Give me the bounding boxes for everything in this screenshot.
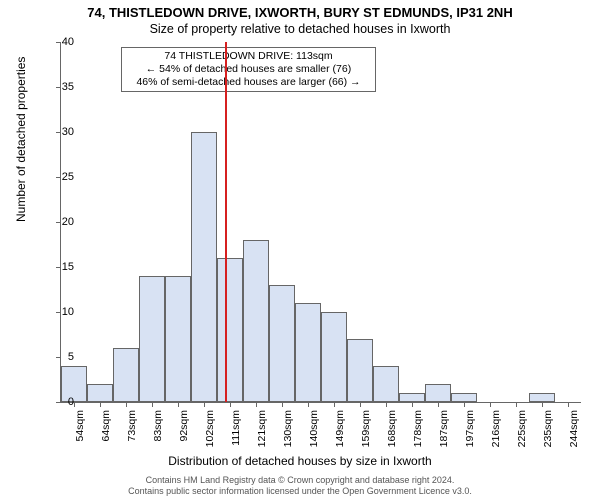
x-tick [568,402,569,407]
chart-footer: Contains HM Land Registry data © Crown c… [0,475,600,497]
histogram-bar [399,393,425,402]
histogram-bar [373,366,399,402]
x-tick [464,402,465,407]
histogram-bar [87,384,113,402]
x-tick [438,402,439,407]
x-tick-label: 102sqm [204,410,216,450]
x-tick [126,402,127,407]
y-tick-label: 40 [62,36,74,48]
y-tick-label: 35 [62,81,74,93]
x-tick [230,402,231,407]
histogram-bar [347,339,373,402]
chart-title-line1: 74, THISTLEDOWN DRIVE, IXWORTH, BURY ST … [0,5,600,20]
y-tick [56,177,61,178]
x-tick-label: 187sqm [438,410,450,450]
reference-line [225,42,227,402]
y-tick [56,402,61,403]
x-tick-label: 54sqm [74,410,86,450]
x-tick [256,402,257,407]
footer-line2: Contains public sector information licen… [0,486,600,497]
x-tick-label: 197sqm [464,410,476,450]
x-tick-label: 73sqm [126,410,138,450]
x-tick [542,402,543,407]
x-tick-label: 235sqm [542,410,554,450]
x-tick-label: 92sqm [178,410,190,450]
y-axis-label: Number of detached properties [14,57,28,222]
chart-container: 74, THISTLEDOWN DRIVE, IXWORTH, BURY ST … [0,0,600,500]
footer-line1: Contains HM Land Registry data © Crown c… [0,475,600,486]
y-tick-label: 20 [62,216,74,228]
annotation-line2: ← 54% of detached houses are smaller (76… [128,63,369,76]
x-tick-label: 83sqm [152,410,164,450]
y-tick-label: 30 [62,126,74,138]
histogram-bar [191,132,217,402]
x-tick [152,402,153,407]
chart-title-line2: Size of property relative to detached ho… [0,22,600,36]
x-tick-label: 64sqm [100,410,112,450]
x-tick-label: 168sqm [386,410,398,450]
y-tick [56,132,61,133]
histogram-bar [113,348,139,402]
x-tick [100,402,101,407]
histogram-bar [269,285,295,402]
y-tick [56,312,61,313]
x-tick [386,402,387,407]
x-tick-label: 178sqm [412,410,424,450]
x-tick-label: 111sqm [230,410,242,450]
x-tick-label: 130sqm [282,410,294,450]
annotation-line1: 74 THISTLEDOWN DRIVE: 113sqm [128,50,369,63]
x-tick-label: 121sqm [256,410,268,450]
x-tick [178,402,179,407]
x-tick [412,402,413,407]
x-tick-label: 149sqm [334,410,346,450]
histogram-bar [529,393,555,402]
histogram-bar [425,384,451,402]
histogram-bar [243,240,269,402]
y-tick [56,267,61,268]
x-tick [334,402,335,407]
y-tick-label: 5 [68,351,74,363]
x-tick [308,402,309,407]
y-tick-label: 15 [62,261,74,273]
y-tick [56,357,61,358]
y-tick [56,87,61,88]
x-tick-label: 244sqm [568,410,580,450]
x-tick-label: 159sqm [360,410,372,450]
histogram-bar [165,276,191,402]
y-tick [56,42,61,43]
y-tick-label: 25 [62,171,74,183]
y-tick [56,222,61,223]
histogram-bar [451,393,477,402]
x-tick [516,402,517,407]
y-tick-label: 0 [68,396,74,408]
x-tick [490,402,491,407]
histogram-bar [295,303,321,402]
x-tick-label: 216sqm [490,410,502,450]
histogram-bar [61,366,87,402]
plot-area: 74 THISTLEDOWN DRIVE: 113sqm ← 54% of de… [60,42,581,403]
annotation-line3: 46% of semi-detached houses are larger (… [128,76,369,89]
x-tick-label: 225sqm [516,410,528,450]
annotation-box: 74 THISTLEDOWN DRIVE: 113sqm ← 54% of de… [121,47,376,92]
x-tick [204,402,205,407]
x-tick [282,402,283,407]
histogram-bar [217,258,243,402]
x-axis-label: Distribution of detached houses by size … [0,454,600,468]
histogram-bar [321,312,347,402]
x-tick [360,402,361,407]
histogram-bar [139,276,165,402]
y-tick-label: 10 [62,306,74,318]
x-tick [74,402,75,407]
x-tick-label: 140sqm [308,410,320,450]
